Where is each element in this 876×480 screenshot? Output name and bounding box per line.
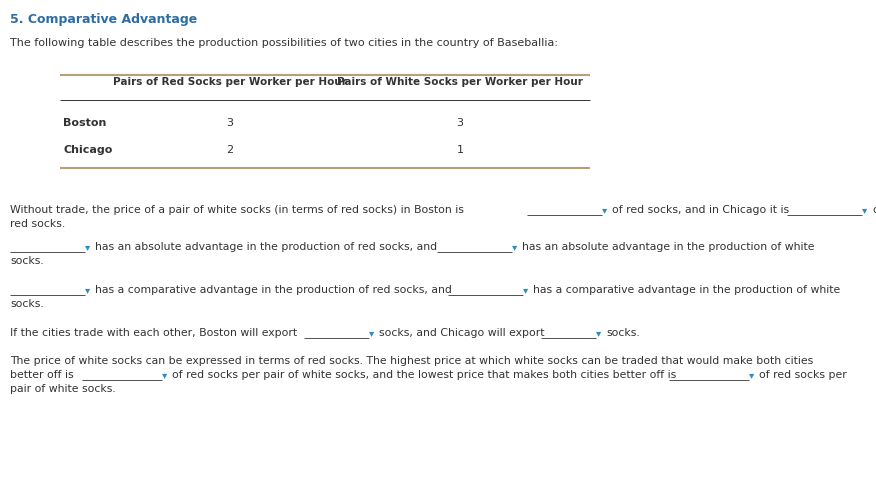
Text: Chicago: Chicago <box>63 145 112 155</box>
Text: ▾: ▾ <box>369 328 374 338</box>
Text: ▾: ▾ <box>162 370 167 380</box>
Text: 1: 1 <box>456 145 463 155</box>
Text: better off is: better off is <box>10 370 74 380</box>
Text: ▾: ▾ <box>602 205 607 215</box>
Text: 5. Comparative Advantage: 5. Comparative Advantage <box>10 13 197 26</box>
Text: socks.: socks. <box>606 328 639 338</box>
Text: ▾: ▾ <box>85 242 90 252</box>
Text: ▾: ▾ <box>862 205 867 215</box>
Text: Pairs of White Socks per Worker per Hour: Pairs of White Socks per Worker per Hour <box>337 77 583 87</box>
Text: has an absolute advantage in the production of white: has an absolute advantage in the product… <box>522 242 815 252</box>
Text: red socks.: red socks. <box>10 219 65 229</box>
Text: of red socks, and in Chicago it is: of red socks, and in Chicago it is <box>612 205 789 215</box>
Text: 3: 3 <box>227 118 234 128</box>
Text: socks.: socks. <box>10 299 44 309</box>
Text: The price of white socks can be expressed in terms of red socks. The highest pri: The price of white socks can be expresse… <box>10 356 813 366</box>
Text: of red socks per: of red socks per <box>759 370 847 380</box>
Text: has a comparative advantage in the production of red socks, and: has a comparative advantage in the produ… <box>95 285 452 295</box>
Text: Boston: Boston <box>63 118 106 128</box>
Text: Pairs of Red Socks per Worker per Hour: Pairs of Red Socks per Worker per Hour <box>113 77 347 87</box>
Text: ▾: ▾ <box>596 328 601 338</box>
Text: 2: 2 <box>226 145 234 155</box>
Text: socks.: socks. <box>10 256 44 266</box>
Text: 3: 3 <box>456 118 463 128</box>
Text: of: of <box>872 205 876 215</box>
Text: ▾: ▾ <box>512 242 517 252</box>
Text: socks, and Chicago will export: socks, and Chicago will export <box>379 328 545 338</box>
Text: has an absolute advantage in the production of red socks, and: has an absolute advantage in the product… <box>95 242 437 252</box>
Text: of red socks per pair of white socks, and the lowest price that makes both citie: of red socks per pair of white socks, an… <box>172 370 676 380</box>
Text: Without trade, the price of a pair of white socks (in terms of red socks) in Bos: Without trade, the price of a pair of wh… <box>10 205 464 215</box>
Text: The following table describes the production possibilities of two cities in the : The following table describes the produc… <box>10 38 558 48</box>
Text: pair of white socks.: pair of white socks. <box>10 384 116 394</box>
Text: ▾: ▾ <box>749 370 754 380</box>
Text: ▾: ▾ <box>523 285 528 295</box>
Text: ▾: ▾ <box>85 285 90 295</box>
Text: If the cities trade with each other, Boston will export: If the cities trade with each other, Bos… <box>10 328 297 338</box>
Text: has a comparative advantage in the production of white: has a comparative advantage in the produ… <box>533 285 840 295</box>
